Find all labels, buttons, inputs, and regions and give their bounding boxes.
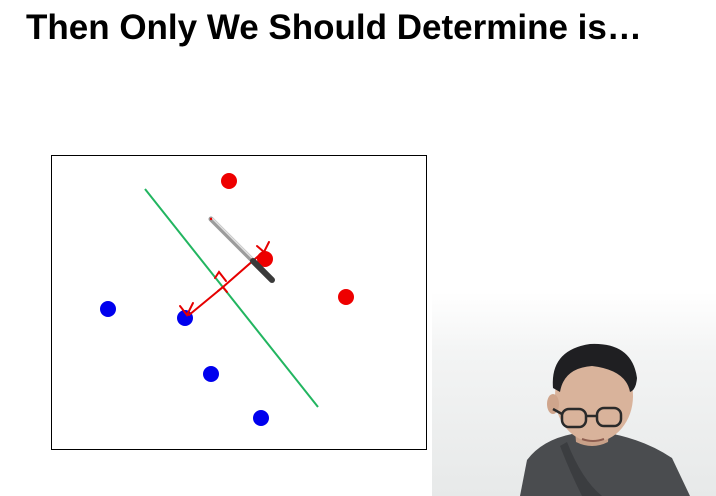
stylus-pen-icon [208, 216, 275, 283]
svm-diagram-frame [51, 155, 427, 450]
red-point-3 [338, 289, 354, 305]
blue-point-4 [253, 410, 269, 426]
red-point-1 [221, 173, 237, 189]
margin-arrows [179, 241, 270, 317]
decision-boundary-line [144, 188, 319, 408]
blue-point-1 [100, 301, 116, 317]
presenter-video-icon [432, 292, 716, 496]
presenter-webcam [432, 292, 716, 496]
blue-point-3 [203, 366, 219, 382]
slide-title: Then Only We Should Determine is… [26, 8, 642, 47]
svm-diagram [100, 173, 354, 426]
